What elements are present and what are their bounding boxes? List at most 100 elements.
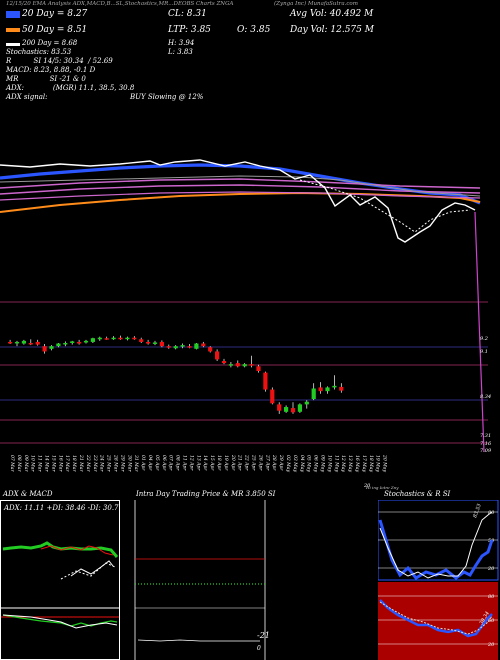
price-level-label: 7.31 bbox=[480, 433, 491, 439]
x-axis-label: 25 Apr bbox=[251, 454, 257, 471]
x-axis-label: 30 Mar bbox=[126, 455, 132, 472]
price-grid bbox=[0, 301, 488, 444]
x-axis-label: 21 Mar bbox=[78, 454, 84, 472]
price-level-label: 8.34 bbox=[480, 394, 491, 400]
x-axis-label: 14 Mar bbox=[44, 455, 50, 472]
candle-body bbox=[90, 338, 95, 342]
main-price-chart: 07 Mar 08 Mar 09 Mar 10 Mar 11 Mar 14 Mar 15 M… bbox=[0, 159, 492, 489]
stochastics-panel: 80 50 20 83.53 80 50 20 30.34 bbox=[378, 500, 499, 660]
x-axis-label: 19 Apr bbox=[223, 455, 229, 471]
candle-body bbox=[77, 341, 82, 344]
intraday-zero-label: 0 bbox=[257, 645, 261, 652]
intraday-panel-title: Intra Day Trading Price & MR 3.850 SI bbox=[136, 490, 276, 498]
r-label-80: 80 bbox=[488, 594, 495, 600]
bottom-tag: Hi ing Iotre Zny bbox=[366, 485, 399, 490]
candle-body bbox=[242, 364, 247, 367]
candle-body bbox=[97, 337, 102, 340]
x-axis-label: 28 Mar bbox=[113, 454, 119, 472]
candle-body bbox=[14, 341, 20, 344]
candle-body bbox=[256, 366, 261, 372]
ema-aux-line-3 bbox=[0, 191, 481, 201]
mr-value: MR SI -21 & 0 bbox=[6, 75, 86, 83]
x-axis-label: 16 May bbox=[354, 455, 360, 472]
x-axis-label: 05 Apr bbox=[154, 455, 160, 471]
x-axis-label: 18 Mar bbox=[71, 455, 77, 472]
open-value: O: 3.85 bbox=[237, 25, 271, 35]
candle-body bbox=[249, 364, 254, 366]
r-white-dotted bbox=[379, 601, 493, 635]
x-axis-label: 22 Apr bbox=[244, 454, 250, 471]
adx-value: ADX: (MGR) 11.1, 38.5, 30.8 bbox=[6, 84, 135, 92]
x-axis-label: 18 May bbox=[368, 455, 374, 472]
ema-aux-line-2 bbox=[0, 184, 481, 195]
price-level-label: 9.1 bbox=[480, 349, 488, 355]
x-axis-label: 27 Apr bbox=[264, 454, 270, 471]
stoch-top-value: 83.53 bbox=[472, 503, 483, 519]
price-level-label: 9.2 bbox=[480, 336, 488, 342]
x-axis-label: 26 Apr bbox=[257, 454, 263, 471]
candle-body bbox=[215, 351, 220, 360]
candle-body bbox=[201, 343, 206, 347]
x-axis-label: 12 Apr bbox=[188, 455, 194, 471]
candle-body bbox=[263, 372, 268, 390]
candle-body bbox=[221, 360, 227, 364]
ema20-value: 20 Day = 8.27 bbox=[22, 9, 88, 19]
candle-body bbox=[104, 338, 109, 340]
price-level-labels: 9.2 9.1 8.34 7.31 7.167.09 bbox=[480, 336, 492, 454]
ema-aux-line-1 bbox=[0, 178, 481, 189]
candle-body bbox=[35, 341, 40, 345]
candle-body bbox=[270, 389, 275, 404]
stoch-bottom-area bbox=[378, 582, 498, 660]
ema200-legend-swatch bbox=[6, 43, 20, 46]
adx-white-dotted bbox=[60, 562, 116, 580]
candle-body bbox=[111, 337, 116, 340]
candle-body bbox=[28, 342, 33, 345]
high-value: H: 3.94 bbox=[168, 39, 195, 47]
candle-body bbox=[290, 408, 296, 413]
price-level-label: 7.09 bbox=[480, 448, 492, 454]
x-axis-label: 14 Apr bbox=[202, 455, 208, 471]
x-axis-label: 20 May bbox=[382, 454, 388, 472]
candle-body bbox=[235, 363, 240, 367]
x-axis-label: 18 Apr bbox=[216, 455, 222, 471]
candle-body bbox=[187, 346, 192, 348]
intraday-mr-line bbox=[137, 639, 260, 642]
macd-value: MACD: 8.23, 8.88, -0.1 D bbox=[6, 66, 96, 74]
intraday-panel: -21 0 bbox=[134, 500, 270, 660]
r-label-50: 50 bbox=[488, 618, 495, 624]
candle-body bbox=[63, 342, 68, 345]
stochastics-value: Stochastics: 83.53 bbox=[6, 48, 72, 56]
x-axis-label: 10 May bbox=[326, 455, 332, 472]
x-axis-label: 11 Apr bbox=[182, 455, 188, 471]
ema20-legend-swatch bbox=[6, 11, 20, 18]
macd-green-line bbox=[2, 614, 118, 627]
candle-body bbox=[21, 340, 26, 344]
candle-body bbox=[194, 343, 199, 349]
candle-body bbox=[332, 385, 337, 388]
x-axis-label: 05 May bbox=[306, 455, 312, 472]
x-axis-label: 19 May bbox=[375, 455, 381, 472]
x-axis-label: 31 Mar bbox=[133, 455, 139, 472]
price-level-label: 7.16 bbox=[480, 441, 492, 447]
x-axis-label: 09 Mar bbox=[23, 455, 29, 472]
candle-body bbox=[70, 341, 75, 343]
ema-lines bbox=[0, 159, 481, 243]
candle-body bbox=[297, 404, 302, 412]
ema200-value: 200 Day = 8.68 bbox=[22, 39, 78, 47]
candle-body bbox=[339, 386, 344, 391]
ema20-dotted-line bbox=[299, 179, 471, 233]
candle-body bbox=[125, 337, 130, 340]
candle-body bbox=[318, 387, 323, 392]
candle-body bbox=[208, 347, 213, 352]
x-axis-label: 04 Apr bbox=[147, 455, 153, 471]
candle-body bbox=[42, 346, 47, 352]
stoch-panel-title: Stochastics & R SI bbox=[384, 490, 451, 498]
avg-volume: Avg Vol: 40.492 M bbox=[290, 9, 374, 19]
x-axis-label: 04 May bbox=[299, 455, 305, 472]
candle-body bbox=[228, 364, 233, 366]
adx-panel-title: ADX & MACD bbox=[3, 490, 53, 498]
si-value: R SI 14/5: 30.34 / 52.69 bbox=[6, 57, 113, 65]
x-axis-label: 13 Apr bbox=[195, 455, 201, 471]
stoch-label-80: 80 bbox=[488, 510, 495, 516]
candle-body bbox=[8, 341, 13, 344]
